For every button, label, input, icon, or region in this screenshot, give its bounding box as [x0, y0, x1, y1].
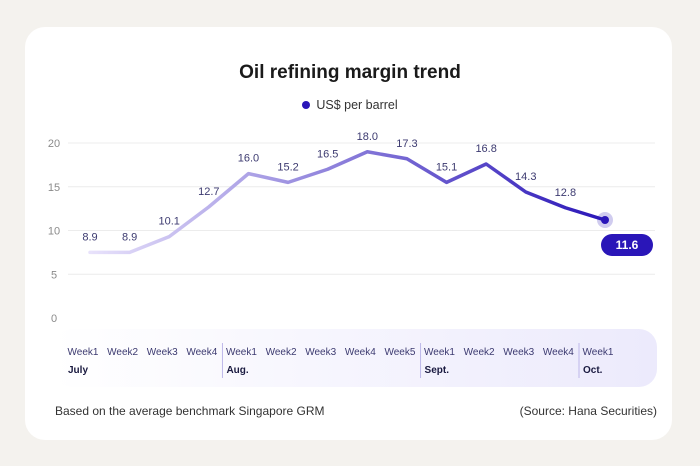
x-tick-label: Week3 — [305, 347, 336, 358]
x-tick-label: Week1 — [226, 347, 257, 358]
data-label: 12.7 — [198, 186, 219, 198]
x-tick-label: Week2 — [464, 347, 495, 358]
x-tick-label: Week4 — [186, 347, 217, 358]
data-label: 15.1 — [436, 161, 457, 173]
chart-title: Oil refining margin trend — [239, 62, 461, 83]
last-value-badge — [601, 234, 653, 256]
data-label: 15.2 — [277, 161, 298, 173]
source-note: (Source: Hana Securities) — [519, 404, 657, 418]
data-label: 16.8 — [475, 143, 496, 155]
data-label: 16.5 — [317, 148, 338, 160]
data-label: 8.9 — [122, 231, 137, 243]
series-line — [88, 150, 607, 255]
legend-marker — [302, 101, 311, 109]
x-tick-label: Week3 — [147, 347, 178, 358]
data-label: 8.9 — [82, 231, 97, 243]
y-tick-label: 0 — [51, 313, 57, 325]
data-label: 10.1 — [159, 216, 180, 228]
x-tick-label: Week1 — [583, 347, 614, 358]
last-point-marker — [601, 216, 609, 224]
x-axis-band — [53, 329, 657, 387]
x-tick-label: Week4 — [543, 347, 574, 358]
month-label: Aug. — [226, 365, 248, 376]
x-tick-label: Week1 — [68, 347, 99, 358]
data-label: 12.8 — [555, 187, 576, 199]
x-tick-label: Week3 — [503, 347, 534, 358]
month-label: July — [68, 365, 88, 376]
x-tick-label: Week2 — [107, 347, 138, 358]
data-label: 11.6 — [616, 238, 639, 252]
chart-legend: US$ per barrel — [0, 98, 700, 112]
y-tick-label: 5 — [51, 269, 57, 281]
y-tick-label: 15 — [48, 182, 60, 194]
y-tick-label: 20 — [48, 138, 60, 150]
month-label: Oct. — [583, 365, 603, 376]
x-tick-label: Week4 — [345, 347, 376, 358]
data-label: 17.3 — [396, 138, 417, 150]
x-tick-label: Week5 — [384, 347, 415, 358]
x-tick-label: Week2 — [266, 347, 297, 358]
data-label: 16.0 — [238, 153, 259, 165]
x-tick-label: Week1 — [424, 347, 455, 358]
month-label: Sept. — [425, 365, 450, 376]
legend-label: US$ per barrel — [316, 98, 398, 112]
data-label: 14.3 — [515, 171, 536, 183]
footnote: Based on the average benchmark Singapore… — [55, 404, 325, 418]
y-tick-label: 10 — [48, 226, 60, 238]
data-label: 18.0 — [357, 131, 378, 143]
